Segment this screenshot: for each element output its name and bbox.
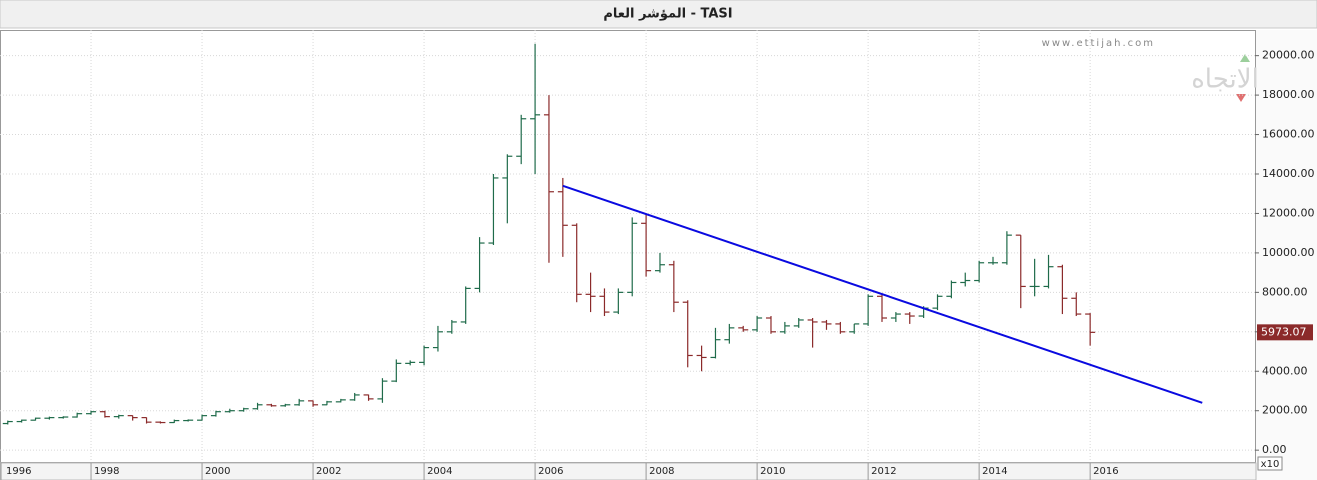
- logo: الاتجاه: [1191, 65, 1259, 95]
- x-tick-label: 2006: [538, 466, 563, 477]
- multiplier-box: [1257, 456, 1283, 471]
- plot-area: [0, 30, 1256, 463]
- y-tick-label: 0.00: [1262, 443, 1287, 456]
- x-tick-label: 2014: [982, 466, 1007, 477]
- y-tick-label: 14000.00: [1262, 167, 1315, 180]
- title-bar: [0, 0, 1317, 29]
- logo-down: [1236, 94, 1246, 102]
- y-tick-label: 20000.00: [1262, 49, 1315, 62]
- y-tick-label: 10000.00: [1262, 246, 1315, 259]
- y-axis-area: [1256, 30, 1317, 480]
- chart-title: المؤشر العام - TASI: [603, 7, 732, 22]
- last-value-label: 5973.07: [1261, 325, 1307, 338]
- logo-up: [1240, 54, 1250, 62]
- y-tick-label: 16000.00: [1262, 128, 1315, 141]
- trend-line: [562, 184, 1203, 404]
- watermark: www.ettijah.com: [1042, 38, 1155, 49]
- x-tick-label: 1998: [94, 466, 119, 477]
- x-tick-label: 2016: [1093, 466, 1118, 477]
- x-tick-label: 2004: [427, 466, 452, 477]
- y-tick-label: 18000.00: [1262, 88, 1315, 101]
- x-axis-area: [0, 462, 1257, 480]
- x-tick-label: 2002: [316, 466, 341, 477]
- last-value-box: [1257, 324, 1313, 341]
- x-tick-label: 2012: [871, 466, 896, 477]
- x-multiplier: x10: [1261, 459, 1280, 470]
- x-tick-label: 2000: [205, 466, 230, 477]
- y-tick-label: 2000.00: [1262, 404, 1308, 417]
- y-tick-label: 4000.00: [1262, 364, 1308, 377]
- x-tick-label: 2010: [760, 466, 785, 477]
- x-tick-label: 1996: [6, 466, 31, 477]
- y-tick-label: 8000.00: [1262, 285, 1308, 298]
- x-tick-label: 2008: [649, 466, 674, 477]
- y-tick-label: 12000.00: [1262, 206, 1315, 219]
